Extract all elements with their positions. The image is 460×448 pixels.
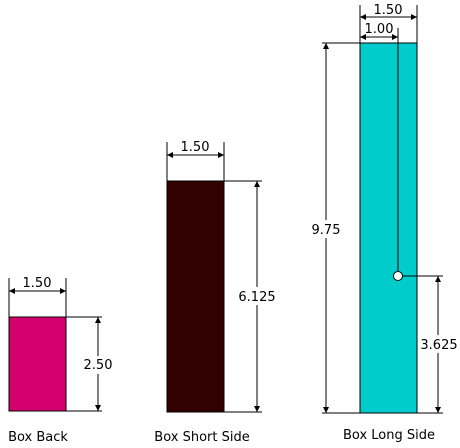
box-long-side-width-label: 1.50 — [374, 3, 403, 18]
box-back-group: 1.50 2.50 Box Back — [8, 276, 118, 445]
box-short-side-width-label: 1.50 — [181, 140, 210, 155]
box-back-width-label: 1.50 — [23, 276, 52, 291]
box-long-side-height-label: 9.75 — [312, 223, 341, 238]
box-long-side-offset-dimension: 1.00 — [360, 22, 399, 272]
box-short-side-height-label: 6.125 — [238, 290, 275, 305]
box-back-height-label: 2.50 — [84, 358, 113, 373]
hole-marker-icon — [393, 271, 403, 281]
box-short-side-title: Box Short Side — [154, 430, 249, 445]
box-back-panel — [8, 316, 67, 412]
box-long-side-panel — [359, 42, 418, 414]
box-long-side-hole-height-dimension: 3.625 — [403, 275, 459, 414]
box-short-side-panel — [166, 180, 225, 413]
box-long-side-offset-label: 1.00 — [365, 22, 394, 37]
box-long-side-hole-height-label: 3.625 — [420, 338, 457, 353]
box-long-side-title: Box Long Side — [343, 428, 435, 443]
box-back-title: Box Back — [8, 430, 68, 445]
box-back-width-dimension: 1.50 — [8, 276, 67, 317]
box-short-side-height-dimension: 6.125 — [224, 180, 279, 413]
box-back-height-dimension: 2.50 — [66, 316, 118, 412]
box-long-side-height-dimension: 9.75 — [308, 42, 360, 414]
box-long-side-width-dimension: 1.50 — [359, 3, 418, 43]
box-short-side-group: 1.50 6.125 Box Short Side — [154, 140, 279, 445]
box-short-side-width-dimension: 1.50 — [166, 140, 225, 181]
box-long-side-group: 1.50 1.00 9.75 3.625 — [308, 3, 459, 443]
